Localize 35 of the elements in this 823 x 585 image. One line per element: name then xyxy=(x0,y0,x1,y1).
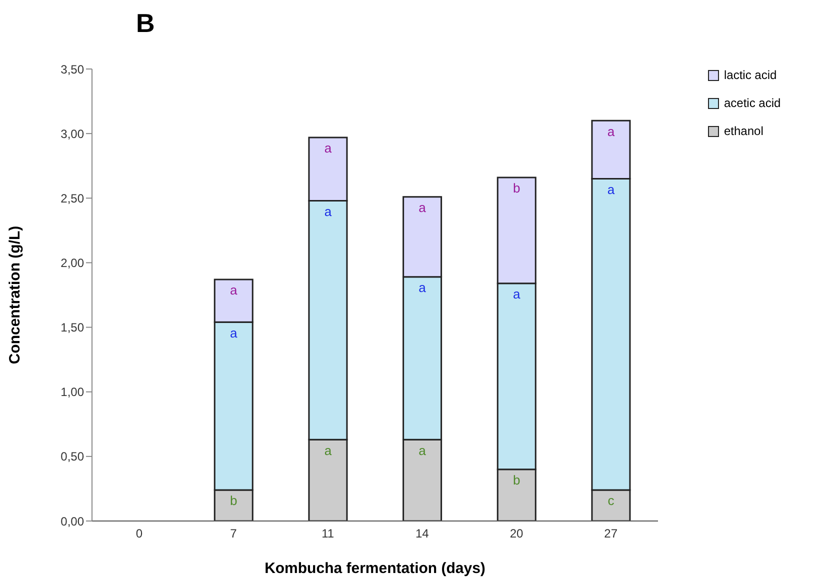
x-tick-label: 14 xyxy=(415,526,430,541)
data-label: a xyxy=(418,200,427,216)
data-label: a xyxy=(513,286,522,302)
x-tick-label: 27 xyxy=(604,526,618,541)
y-tick-label: 1,50 xyxy=(60,320,84,335)
data-label: a xyxy=(607,124,616,139)
data-label: a xyxy=(230,282,238,298)
data-label: a xyxy=(607,182,616,197)
data-label: a xyxy=(324,140,332,156)
data-label: a xyxy=(324,204,332,219)
legend-label: ethanol xyxy=(724,124,764,138)
data-label: a xyxy=(418,442,427,458)
legend-label: acetic acid xyxy=(724,96,781,110)
y-axis-title: Concentration (g/L) xyxy=(6,226,24,364)
x-tick-label: 7 xyxy=(230,526,238,541)
y-tick-label: 0,50 xyxy=(60,450,84,464)
data-label: b xyxy=(513,180,520,196)
y-tick-label: 0,00 xyxy=(60,514,84,528)
data-label: a xyxy=(324,442,332,458)
y-tick-label: 2,00 xyxy=(60,256,84,270)
x-tick-label: 11 xyxy=(322,526,334,541)
x-tick-label: 0 xyxy=(136,526,143,541)
y-tick-label: 3,50 xyxy=(60,62,84,76)
legend-label: lactic acid xyxy=(724,68,777,82)
chart-title: B xyxy=(136,8,155,39)
x-tick-label: 20 xyxy=(510,526,524,541)
data-label: a xyxy=(230,325,238,340)
y-tick-label: 1,00 xyxy=(60,385,84,400)
data-label: b xyxy=(230,493,238,508)
y-tick-label: 3,00 xyxy=(60,126,84,141)
data-label: c xyxy=(608,493,615,508)
y-tick-label: 2,50 xyxy=(60,191,84,206)
data-label: b xyxy=(513,472,520,488)
x-axis-title: Kombucha fermentation (days) xyxy=(264,560,486,577)
data-label: a xyxy=(418,280,427,296)
